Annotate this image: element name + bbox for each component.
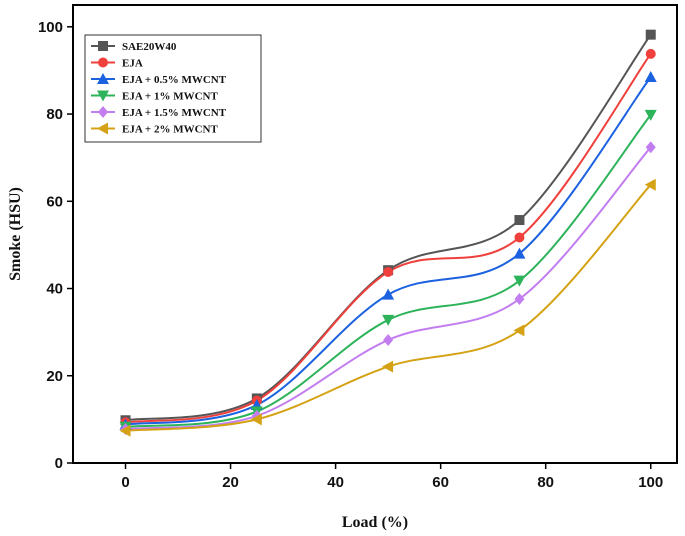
- x-tick-label: 60: [432, 474, 449, 491]
- data-point: [644, 70, 657, 82]
- legend-box: [84, 34, 262, 143]
- y-tick-label: 60: [46, 193, 63, 210]
- data-point: [250, 413, 262, 426]
- legend-marker: [97, 122, 108, 135]
- data-point: [119, 424, 131, 437]
- data-point: [383, 266, 394, 277]
- data-point: [382, 288, 395, 300]
- legend-marker: [98, 57, 108, 68]
- data-point: [513, 324, 525, 337]
- legend-label: EJA + 1% MWCNT: [122, 91, 218, 103]
- legend-marker: [97, 73, 109, 84]
- plot-frame: [72, 4, 678, 464]
- data-point: [645, 141, 656, 154]
- data-point: [644, 109, 657, 121]
- data-point: [514, 232, 525, 243]
- series-markers: [119, 29, 657, 437]
- data-point: [514, 292, 525, 305]
- legend-label: EJA + 0.5% MWCNT: [122, 74, 227, 86]
- data-point: [645, 48, 656, 59]
- axis-ticks: 0 20 40 60 80 100 0 20 40 60 80 100: [38, 19, 663, 491]
- legend-marker: [98, 41, 108, 51]
- x-tick-label: 100: [638, 474, 663, 491]
- data-point: [383, 333, 394, 346]
- y-tick-label: 40: [46, 281, 63, 298]
- y-tick-label: 0: [55, 455, 63, 472]
- legend-items: SAE20W40 EJA EJA + 0.5% MWCNT EJA + 1% MWCN…: [91, 41, 227, 136]
- y-tick-label: 80: [46, 106, 63, 123]
- series-line: [125, 184, 652, 432]
- data-point: [645, 29, 656, 40]
- x-tick-label: 40: [327, 474, 344, 491]
- data-point: [513, 275, 526, 287]
- legend: SAE20W40 EJA EJA + 0.5% MWCNT EJA + 1% MWCN…: [84, 34, 262, 143]
- legend-label: EJA + 2% MWCNT: [122, 124, 218, 136]
- y-tick-label: 20: [46, 368, 63, 385]
- series-line: [125, 34, 652, 422]
- legend-marker: [97, 90, 109, 102]
- series-line: [125, 53, 652, 424]
- x-axis-title: Load (%): [342, 514, 408, 531]
- series-line: [125, 146, 652, 430]
- data-point: [382, 360, 394, 373]
- legend-label: SAE20W40: [122, 41, 177, 53]
- x-tick-label: 80: [537, 474, 554, 491]
- y-axis-title: Smoke (HSU): [7, 187, 24, 281]
- legend-marker: [98, 106, 108, 118]
- y-tick-label: 100: [38, 19, 63, 36]
- x-tick-label: 20: [222, 474, 239, 491]
- legend-label: EJA + 1.5% MWCNT: [122, 107, 227, 119]
- series-line: [125, 114, 652, 428]
- legend-label: EJA: [122, 58, 143, 70]
- data-point: [382, 314, 395, 326]
- data-point: [513, 247, 526, 259]
- data-point: [644, 178, 656, 191]
- x-tick-label: 0: [121, 474, 129, 491]
- data-point: [514, 215, 525, 226]
